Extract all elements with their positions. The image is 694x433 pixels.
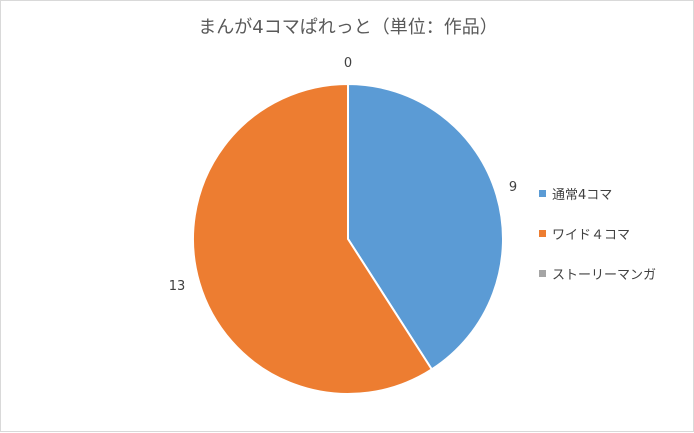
data-labels: 9 13 0 (169, 56, 517, 294)
legend-label: 通常4コマ (552, 187, 613, 203)
legend-label: ワイド４コマ (552, 227, 631, 243)
legend-item-3: ストーリーマンガ (539, 263, 656, 283)
legend-label: ストーリーマンガ (552, 267, 657, 283)
legend-item-1: 通常4コマ (539, 183, 656, 203)
pie-slice-2 (192, 82, 434, 395)
data-label-2: 13 (169, 279, 186, 294)
legend-swatch (539, 189, 546, 197)
legend-swatch (539, 229, 546, 237)
data-label-3: 0 (344, 56, 352, 71)
legend-swatch (539, 269, 546, 277)
legend: 通常4コマワイド４コマストーリーマンガ (539, 183, 656, 303)
legend-item-2: ワイド４コマ (539, 223, 656, 243)
pie-slices (192, 82, 504, 395)
data-label-1: 9 (509, 180, 517, 195)
chart-title: まんが4コマぱれっと（単位：作品） (198, 17, 498, 38)
